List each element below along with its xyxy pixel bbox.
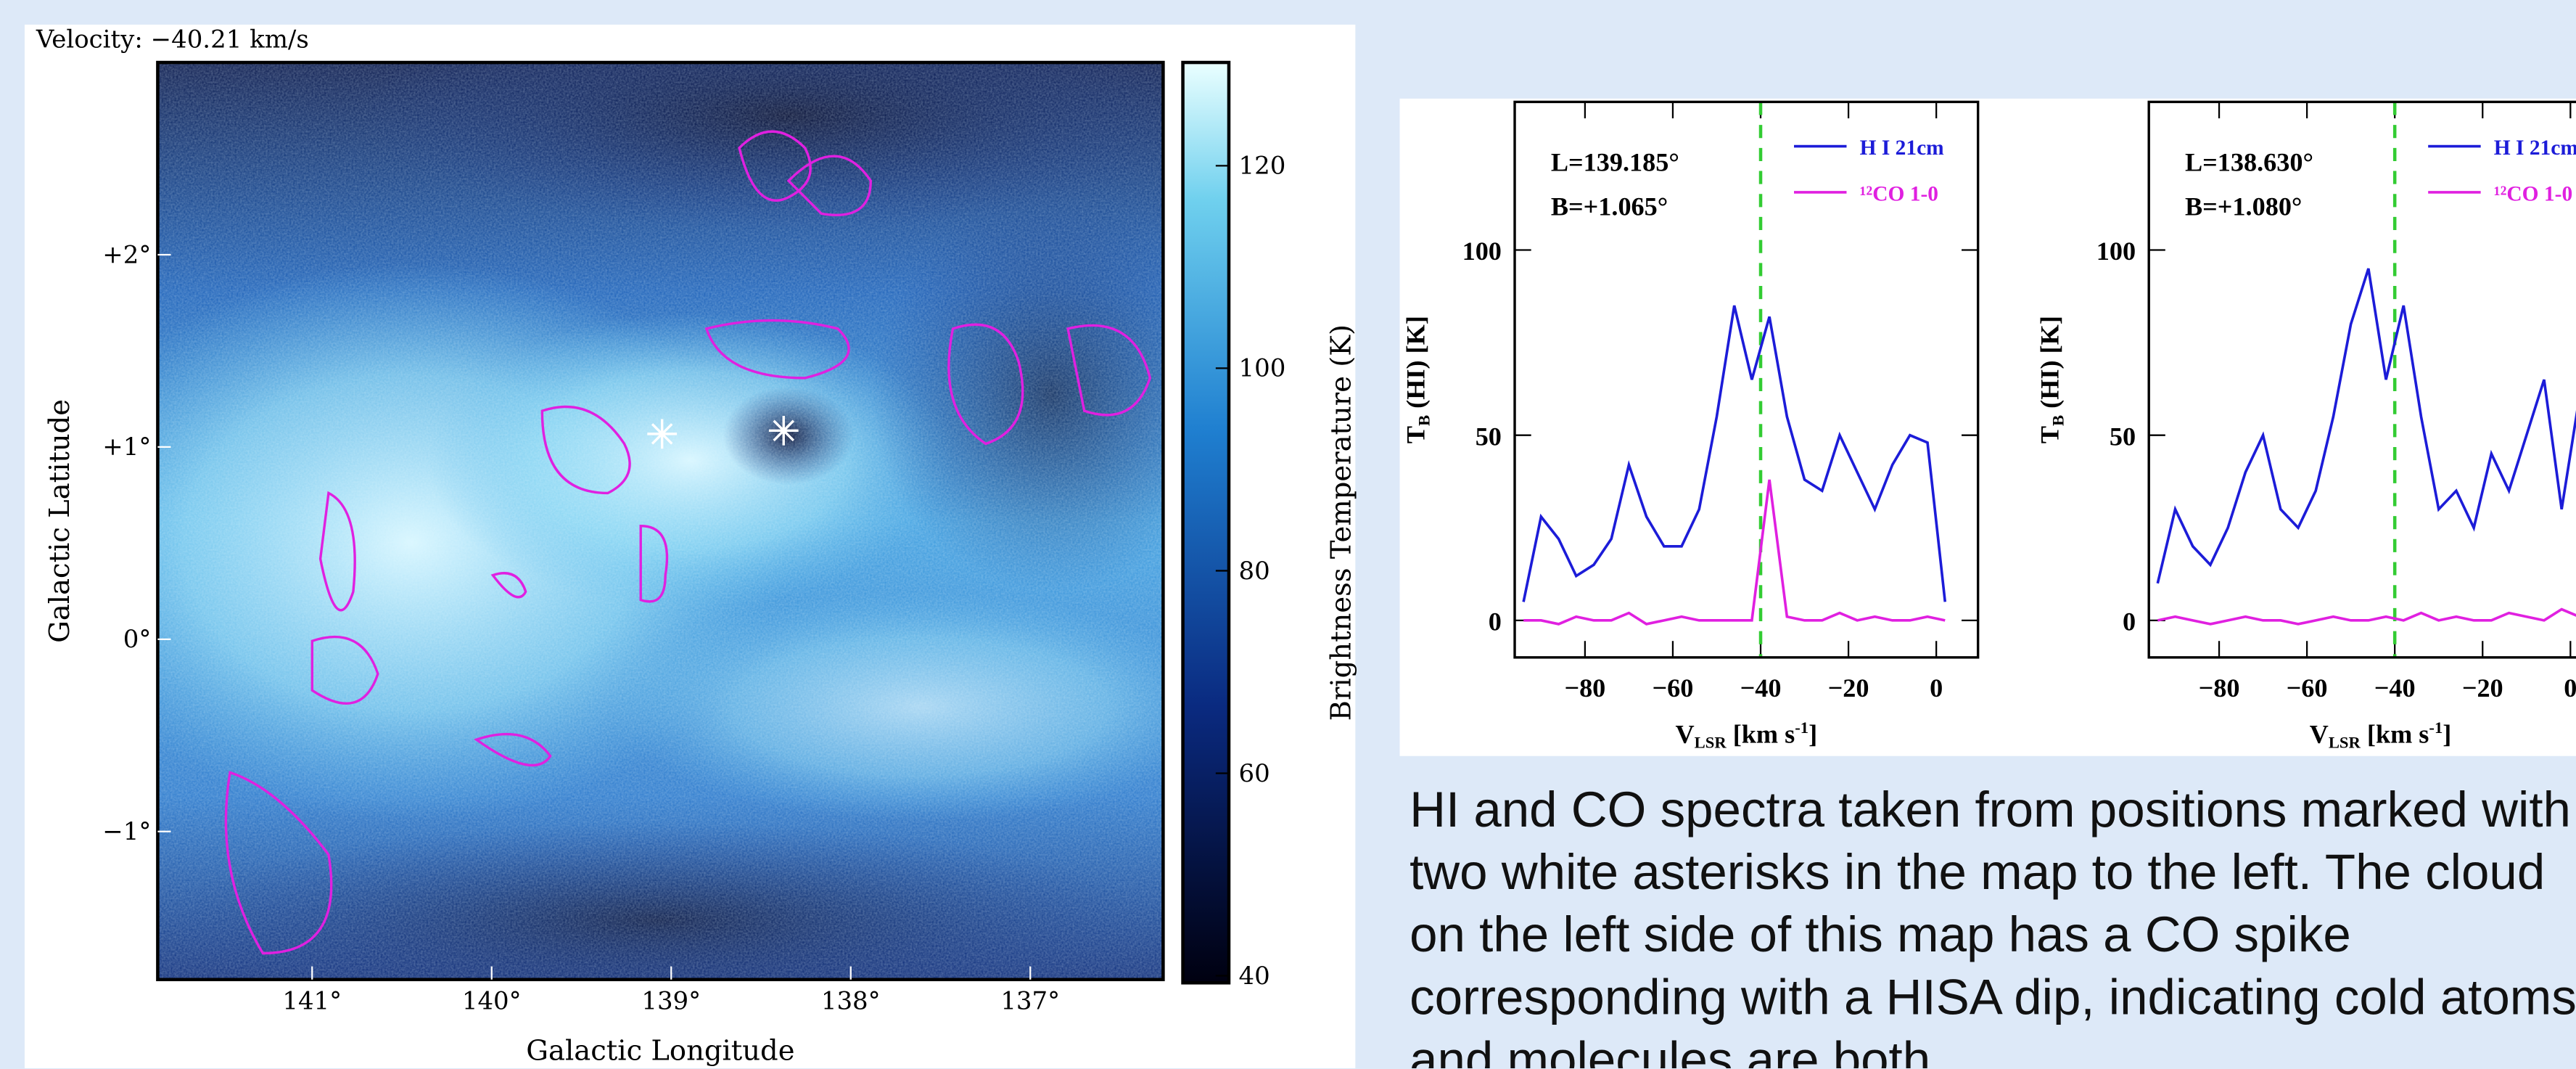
spectrum: −80 −60 −40 −20 0 0 50 100 H I 21cm ¹²CO 1-0 L=138… xyxy=(2036,100,2576,751)
colorbar-tick-label: 120 xyxy=(1239,152,1286,181)
x-tick-label: −20 xyxy=(2462,673,2503,703)
x-axis-label: Galactic Longitude xyxy=(526,1035,794,1068)
spectra-panel xyxy=(1399,98,2576,756)
y-tick-label: +1° xyxy=(102,433,151,462)
legend-label: ¹²CO 1-0 xyxy=(1860,182,1938,205)
legend-label: ¹²CO 1-0 xyxy=(2494,182,2572,205)
spectrum: −80 −60 −40 −20 0 0 50 100 H I 21cm ¹²CO 1-0 L=139… xyxy=(1401,100,1980,751)
annotation: B=+1.065° xyxy=(1551,192,1668,221)
x-tick-label: 137° xyxy=(1000,987,1060,1016)
annotation: B=+1.080° xyxy=(2185,192,2302,221)
map-frame xyxy=(156,60,1165,982)
x-tick-label: −60 xyxy=(1653,673,1694,703)
x-axis-label-part: ] xyxy=(1808,720,1817,749)
y-tick-label: +2° xyxy=(102,240,151,269)
y-tick-label: 50 xyxy=(2110,422,2136,451)
y-axis-label: TB (HI) [K] xyxy=(1401,316,1433,443)
y-axis-label: Galactic Latitude xyxy=(44,399,76,643)
colorbar-tick-label: 80 xyxy=(1239,557,1270,586)
y-axis-label-part: T xyxy=(2036,426,2065,443)
x-axis-label-part: -1 xyxy=(2429,718,2443,737)
plot-area: H I 21cm ¹²CO 1-0 L=138.630° B=+1.080° xyxy=(2156,102,2576,658)
series-line xyxy=(2157,607,2576,626)
x-axis-label-part: LSR xyxy=(1695,733,1727,751)
colorbar-tick-label: 60 xyxy=(1239,759,1270,788)
colorbar-label: Brightness Temperature (K) xyxy=(1325,324,1358,721)
x-tick-label: −40 xyxy=(2374,673,2416,703)
x-axis-label: VLSR [km s-1] xyxy=(1676,718,1818,751)
y-tick-label: 100 xyxy=(1462,237,1502,266)
y-tick-label: 0 xyxy=(2123,607,2136,636)
y-axis-label-part: B xyxy=(2049,415,2067,426)
legend-label: H I 21cm xyxy=(1860,136,1945,160)
x-axis-label-part: [km s xyxy=(1727,720,1795,749)
x-axis-label-part: [km s xyxy=(2361,720,2429,749)
series-line xyxy=(1523,479,1946,626)
x-tick-label: −60 xyxy=(2287,673,2328,703)
y-tick-label: 0° xyxy=(123,625,152,654)
y-tick-label: 100 xyxy=(2096,237,2136,266)
x-axis-label-part: V xyxy=(1676,720,1695,749)
x-axis-label-part: V xyxy=(2310,720,2329,749)
x-tick-label: 0 xyxy=(1930,673,1943,703)
y-axis-label-part: (HI) [K] xyxy=(2036,316,2065,415)
map-title: Velocity: −40.21 km/s xyxy=(36,25,309,54)
x-axis-label-part: ] xyxy=(2443,720,2451,749)
map-image xyxy=(157,62,1164,980)
plot-area: H I 21cm ¹²CO 1-0 L=139.185° B=+1.065° xyxy=(1522,102,1947,658)
colorbar-tick-label: 40 xyxy=(1239,962,1270,991)
x-axis-label-part: -1 xyxy=(1795,718,1808,737)
x-tick-label: 139° xyxy=(641,987,701,1016)
colorbar xyxy=(1181,60,1231,985)
x-tick-label: 0 xyxy=(2564,673,2576,703)
x-tick-label: −20 xyxy=(1828,673,1869,703)
x-tick-label: 140° xyxy=(462,987,522,1016)
map-axes: Velocity: −40.21 km/s 141° 140° 139° 138° 137… xyxy=(36,25,1358,1068)
series-line xyxy=(1522,305,1947,602)
y-axis-label-part: T xyxy=(1401,426,1430,443)
y-tick-label: −1° xyxy=(102,817,151,846)
y-axis-label-part: B xyxy=(1415,415,1433,426)
y-axis-label-part: (HI) [K] xyxy=(1401,316,1430,415)
x-tick-label: −80 xyxy=(1564,673,1605,703)
series-line xyxy=(2156,268,2576,584)
y-tick-label: 0 xyxy=(1489,607,1502,636)
x-axis-label: VLSR [km s-1] xyxy=(2310,718,2452,751)
annotation: L=138.630° xyxy=(2185,148,2313,177)
x-tick-label: 141° xyxy=(282,987,342,1016)
y-tick-label: 50 xyxy=(1476,422,1502,451)
x-tick-label: −40 xyxy=(1740,673,1782,703)
legend-label: H I 21cm xyxy=(2494,136,2576,160)
colorbar-tick-label: 100 xyxy=(1239,354,1286,383)
plot-frame xyxy=(2147,100,2576,659)
x-tick-label: −80 xyxy=(2199,673,2240,703)
annotation: L=139.185° xyxy=(1551,148,1679,177)
caption: HI and CO spectra taken from positions m… xyxy=(1410,782,2576,1069)
y-axis-label: TB (HI) [K] xyxy=(2036,316,2067,443)
plot-frame xyxy=(1513,100,1980,659)
x-tick-label: 138° xyxy=(821,987,881,1016)
x-axis-label-part: LSR xyxy=(2329,733,2361,751)
